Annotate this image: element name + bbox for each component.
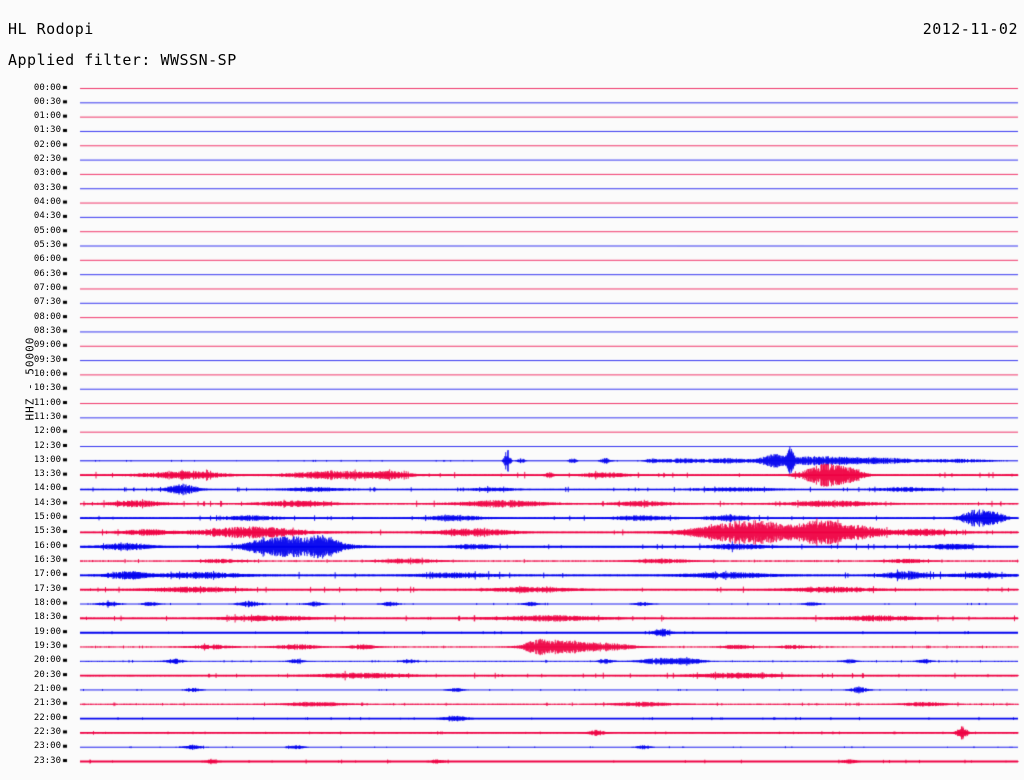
station-title: HL Rodopi [8,20,94,38]
time-label: 22:00 [33,712,61,723]
time-label: 11:30 [33,411,61,422]
time-label: 23:30 [33,755,61,766]
time-label: 00:00 [33,82,61,93]
time-label: 14:30 [33,497,61,508]
time-label: 18:00 [33,598,61,609]
applied-filter-label: Applied filter: WWSSN-SP [8,51,237,69]
time-label: 07:00 [33,282,61,293]
time-label: 17:00 [33,569,61,580]
time-label: 02:00 [33,139,61,150]
seismogram-traces-canvas[interactable] [0,78,1024,778]
time-label: 22:30 [33,726,61,737]
time-label: 06:30 [33,268,61,279]
time-label: 15:30 [33,526,61,537]
time-label: 06:00 [33,254,61,265]
time-label: 10:30 [33,383,61,394]
time-label: 23:00 [33,741,61,752]
time-label: 03:30 [33,182,61,193]
time-label: 20:30 [33,669,61,680]
time-label: 09:00 [33,340,61,351]
time-label: 16:00 [33,540,61,551]
time-label: 02:30 [33,154,61,165]
time-label: 21:00 [33,683,61,694]
time-label: 07:30 [33,297,61,308]
time-label: 00:30 [33,96,61,107]
time-label: 05:30 [33,240,61,251]
time-label: 11:00 [33,397,61,408]
time-label: 21:30 [33,698,61,709]
time-label: 04:00 [33,197,61,208]
time-label: 01:30 [33,125,61,136]
time-label: 12:00 [33,426,61,437]
time-label: 08:00 [33,311,61,322]
time-label: 01:00 [33,111,61,122]
time-label: 08:30 [33,325,61,336]
time-label: 12:30 [33,440,61,451]
time-label: 19:30 [33,640,61,651]
time-label: 20:00 [33,655,61,666]
time-label: 13:00 [33,454,61,465]
time-label: 14:00 [33,483,61,494]
time-label: 10:00 [33,368,61,379]
record-date: 2012-11-02 [922,20,1018,38]
time-label: 13:30 [33,469,61,480]
time-label: 05:00 [33,225,61,236]
time-label: 09:30 [33,354,61,365]
time-label: 04:30 [33,211,61,222]
time-label: 17:30 [33,583,61,594]
time-label: 18:30 [33,612,61,623]
time-label: 15:00 [33,512,61,523]
time-label: 03:00 [33,168,61,179]
time-label: 16:30 [33,555,61,566]
helicorder-plot[interactable]: 00:00 00:30 01:00 01:30 02:00 02:30 03:00 03:30… [0,78,1024,778]
time-label: 19:00 [33,626,61,637]
